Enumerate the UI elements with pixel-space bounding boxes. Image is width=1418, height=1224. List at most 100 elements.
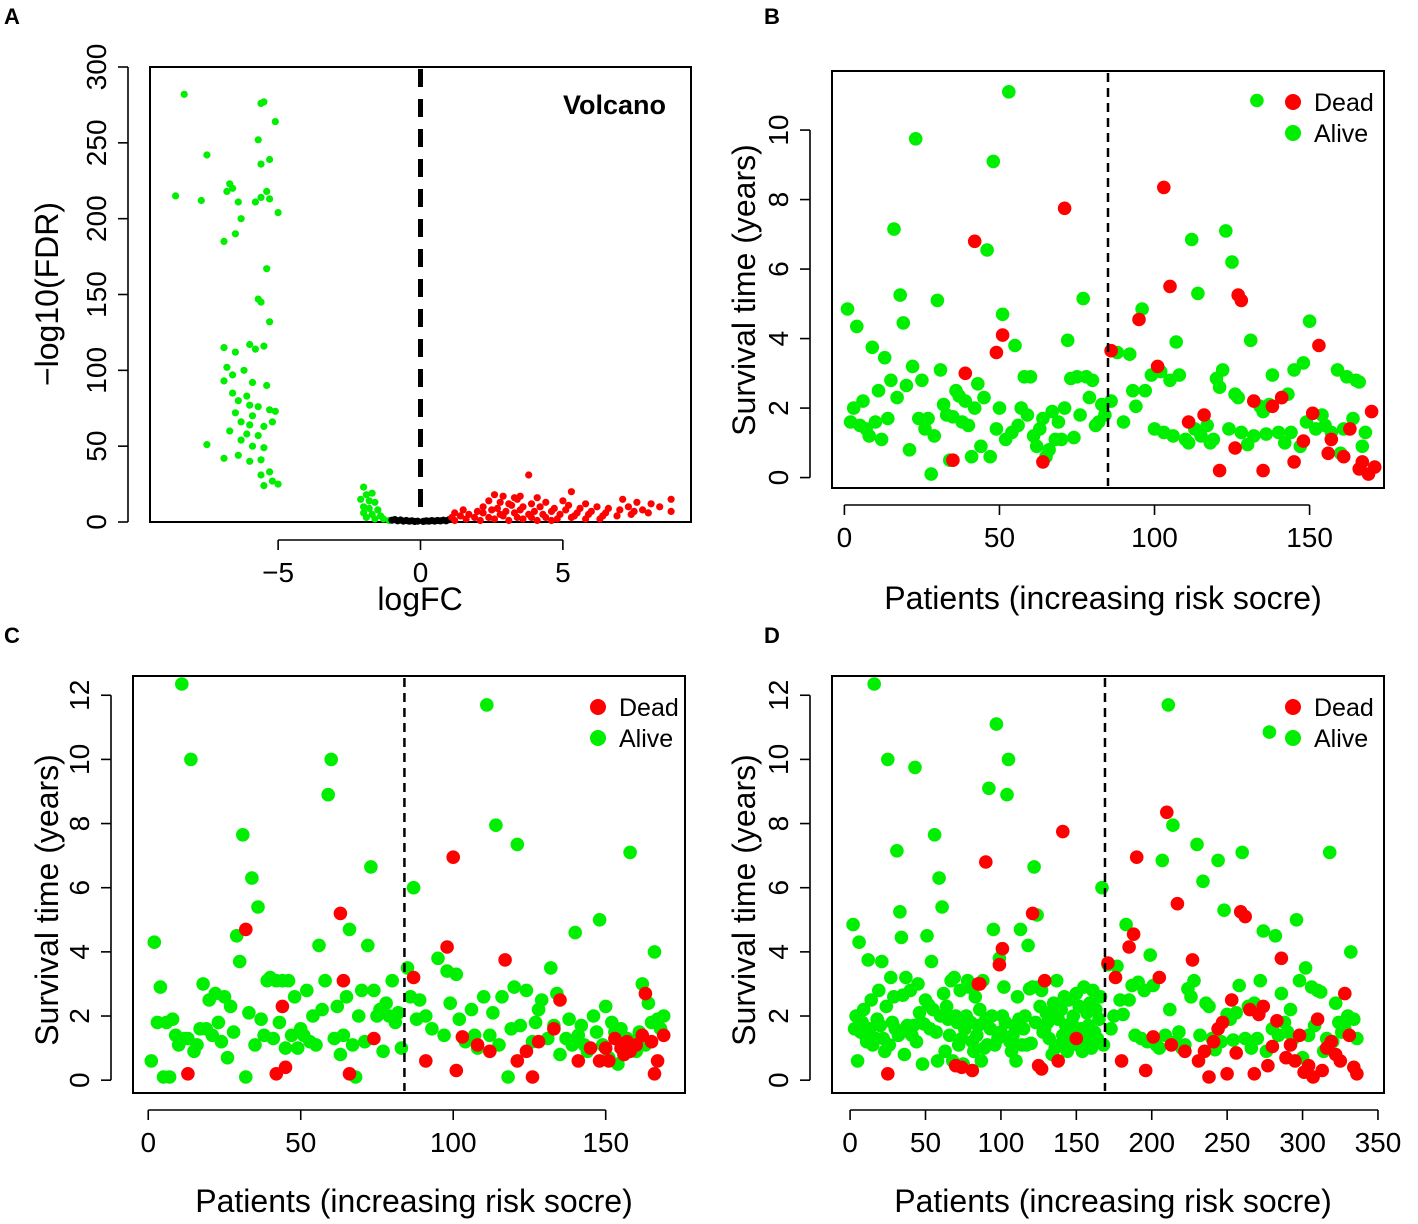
point-dead	[1296, 434, 1311, 448]
point-up	[547, 516, 556, 525]
x-axis-title: Patients (increasing risk socre)	[884, 580, 1321, 616]
point-alive	[852, 935, 866, 949]
y-tick-label: 4	[763, 331, 794, 347]
point-alive	[927, 828, 942, 842]
point-alive	[220, 1050, 235, 1065]
point-alive	[1259, 427, 1273, 441]
x-tick-label: 250	[1204, 1127, 1251, 1158]
point-down	[263, 265, 271, 273]
point-alive	[1016, 1022, 1031, 1036]
point-alive	[927, 429, 942, 443]
x-tick-label: 0	[842, 1127, 858, 1158]
point-dead	[1178, 1044, 1192, 1059]
point-alive	[1256, 924, 1271, 938]
point-alive	[932, 871, 946, 885]
point-down	[248, 442, 257, 450]
point-dead	[1181, 415, 1196, 429]
point-alive	[647, 945, 662, 959]
point-alive	[1187, 973, 1201, 988]
point-alive	[1278, 436, 1292, 450]
point-dead	[1343, 422, 1357, 436]
point-alive	[868, 415, 883, 429]
point-alive	[879, 999, 894, 1014]
y-tick-label: 12	[763, 680, 794, 711]
point-alive	[935, 900, 949, 914]
point-alive	[887, 222, 901, 236]
point-alive	[452, 1012, 467, 1026]
point-down	[246, 340, 254, 349]
plot-frame	[831, 70, 1385, 489]
point-alive	[513, 1018, 528, 1033]
point-alive	[236, 828, 250, 842]
point-alive	[1067, 430, 1081, 445]
point-alive	[874, 432, 889, 447]
point-up	[533, 494, 541, 502]
point-dead	[1234, 293, 1249, 308]
point-up	[656, 503, 664, 511]
point-dead	[483, 1044, 497, 1059]
y-tick-label: 6	[64, 880, 95, 896]
point-up	[527, 500, 536, 508]
point-alive	[1265, 368, 1280, 382]
point-dead	[967, 234, 982, 249]
point-dead	[449, 1063, 464, 1078]
x-tick-label: 100	[978, 1127, 1025, 1158]
point-alive	[1018, 1009, 1032, 1023]
point-alive	[930, 1054, 945, 1068]
point-alive	[1152, 1041, 1167, 1055]
point-dead	[1247, 394, 1261, 408]
point-alive	[254, 1012, 268, 1026]
point-up	[633, 498, 641, 506]
point-down	[220, 237, 228, 245]
point-dead	[342, 1067, 357, 1081]
point-dead	[1336, 449, 1351, 464]
point-dead	[1270, 1014, 1284, 1028]
point-down	[266, 406, 274, 414]
point-alive	[501, 1070, 515, 1084]
point-alive	[614, 1022, 628, 1036]
point-dead	[1229, 1046, 1243, 1060]
y-tick-label: 0	[64, 1072, 95, 1088]
point-dead	[525, 1070, 540, 1084]
point-dead	[1126, 927, 1141, 941]
point-down	[234, 198, 242, 206]
point-up	[473, 507, 481, 515]
point-alive	[248, 1038, 262, 1052]
point-alive	[1193, 1028, 1207, 1043]
point-up	[493, 504, 501, 512]
y-tick-label: 6	[763, 261, 794, 277]
panel-c: C 0 50 100 150 0 2 4 6 8 10 12 Dead Alive Patient…	[4, 623, 686, 1219]
point-dead	[1057, 201, 1072, 216]
point-dead	[1101, 956, 1115, 970]
point-down	[229, 184, 237, 192]
legend-alive-label: Alive	[1314, 120, 1368, 148]
point-alive	[1024, 1036, 1038, 1051]
point-alive	[1085, 373, 1100, 388]
point-alive	[1184, 232, 1199, 247]
point-alive	[226, 1025, 241, 1039]
point-alive	[281, 973, 296, 988]
panel-letter: C	[4, 623, 20, 648]
y-tick-label: 6	[763, 880, 794, 896]
point-dead	[406, 970, 421, 985]
point-down	[243, 392, 251, 400]
point-alive	[1296, 356, 1311, 370]
point-alive	[856, 394, 870, 408]
point-alive	[223, 999, 238, 1014]
point-up	[530, 507, 539, 515]
point-alive	[947, 970, 961, 985]
point-alive	[1287, 363, 1301, 377]
point-alive	[425, 1022, 439, 1036]
point-alive	[982, 781, 996, 796]
point-down	[248, 378, 257, 387]
x-tick-label: 50	[984, 522, 1015, 553]
point-dead	[992, 957, 1007, 972]
point-alive	[379, 996, 393, 1010]
x-tick-label: 350	[1355, 1127, 1402, 1158]
point-down	[263, 381, 271, 390]
point-alive	[333, 1047, 348, 1062]
point-alive	[214, 1034, 229, 1049]
legend-dead-marker	[1285, 94, 1301, 110]
point-down	[257, 160, 265, 168]
point-up	[582, 515, 590, 523]
